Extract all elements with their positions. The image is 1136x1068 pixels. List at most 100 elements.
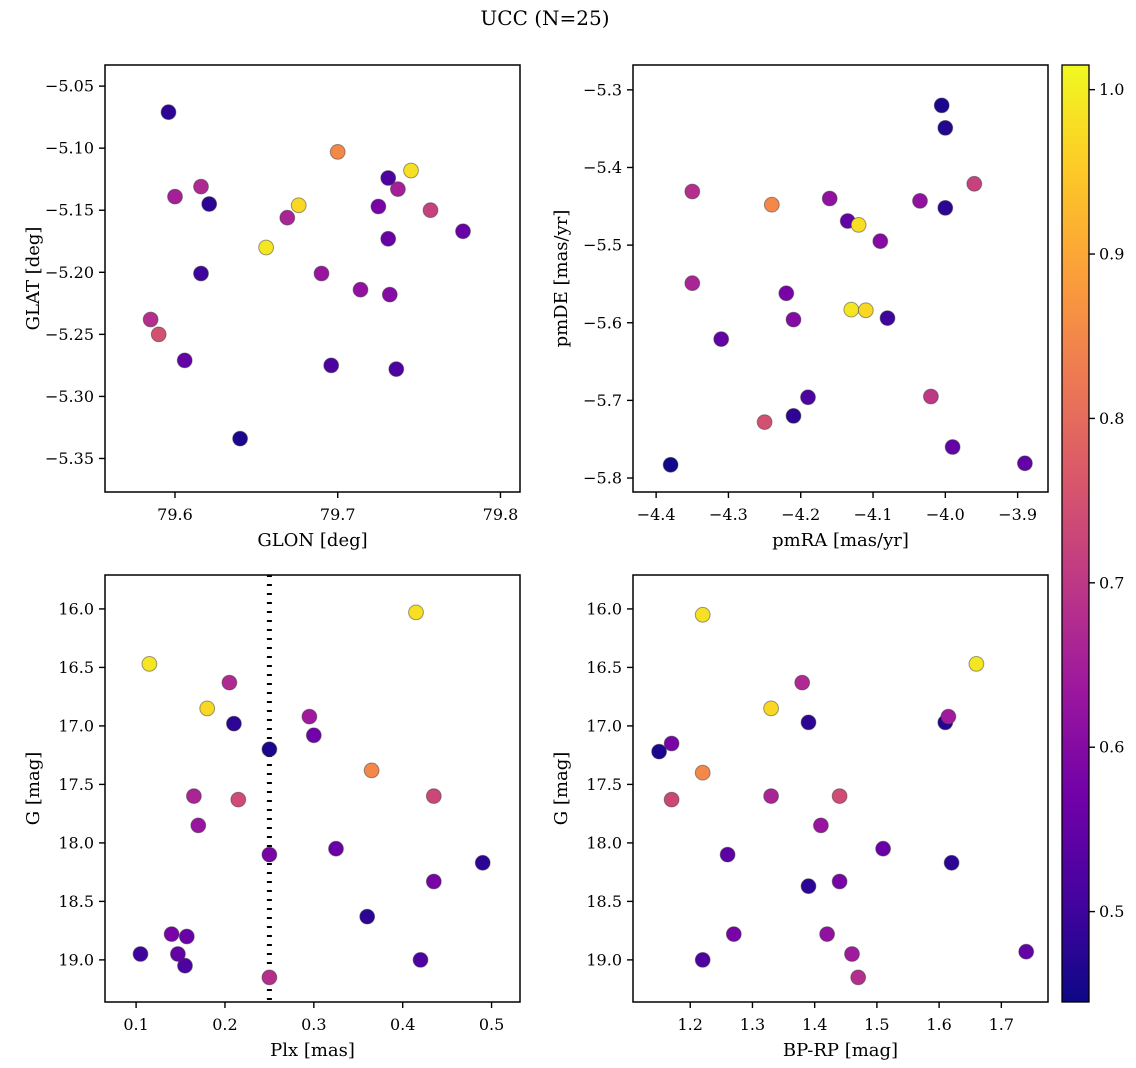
colorbar-tick-label: 0.9 (1099, 245, 1124, 264)
colorbar-gradient (1061, 64, 1090, 1003)
scatter-point (261, 846, 278, 863)
scatter-point (662, 456, 679, 473)
scatter-point (261, 969, 278, 986)
y-tick-label: 18.0 (586, 833, 622, 852)
scatter-point (912, 193, 928, 209)
x-tick-label: 0.2 (212, 1015, 237, 1034)
scatter-point (352, 281, 369, 298)
scatter-point (1018, 943, 1035, 960)
scatter-point (177, 957, 193, 974)
scatter-point (422, 202, 439, 219)
y-tick-label: 17.5 (586, 775, 622, 794)
scatter-point (763, 788, 779, 804)
scatter-point (719, 846, 736, 863)
scatter-point (381, 286, 398, 303)
y-tick-label: 18.5 (586, 892, 622, 911)
x-axis-label: BP-RP [mag] (783, 1040, 898, 1061)
scatter-point (301, 708, 318, 725)
scatter-point (408, 604, 424, 621)
axes-box (632, 574, 1049, 1003)
y-tick-label: 18.0 (58, 833, 94, 852)
panel-1: 79.6 79.7 79.8 −5.05 −5.10 −5.15 −5.20 −5.25 −5.… (23, 64, 521, 551)
scatter-point (141, 656, 158, 672)
y-tick-label: −5.8 (583, 469, 622, 488)
scatter-point (944, 439, 961, 455)
x-tick-label: 1.4 (802, 1015, 827, 1034)
scatter-point (142, 311, 159, 328)
y-tick-label: −5.15 (45, 201, 94, 220)
x-tick-label: −4.0 (926, 505, 965, 524)
scatter-point (850, 969, 867, 986)
colorbar-tick-label: 0.8 (1099, 409, 1124, 428)
axes-box (104, 574, 521, 1003)
scatter-point (694, 606, 711, 623)
scatter-point (966, 175, 983, 192)
y-tick-label: −5.05 (45, 77, 94, 96)
scatter-point (725, 926, 742, 942)
y-tick-label: −5.35 (45, 449, 94, 468)
axes-box (632, 64, 1049, 493)
scatter-point (201, 196, 218, 212)
scatter-point (875, 840, 891, 857)
scatter-point (370, 198, 387, 215)
scatter-point (455, 223, 471, 240)
y-tick-label: 18.5 (58, 892, 94, 911)
scatter-point (190, 817, 207, 834)
scatter-point (756, 414, 773, 431)
scatter-point (230, 791, 247, 808)
scatter-point (857, 302, 874, 319)
colorbar: 0.5 0.6 0.7 0.8 0.9 1.0 (1061, 64, 1124, 1003)
scatter-point (176, 352, 193, 369)
scatter-point (1017, 455, 1033, 472)
scatter-point (684, 275, 701, 292)
x-tick-label: −4.3 (709, 505, 748, 524)
scatter-point (359, 908, 376, 925)
scatter-point (132, 946, 149, 962)
x-tick-label: 0.4 (390, 1015, 415, 1034)
scatter-point (813, 817, 829, 834)
scatter-point (651, 743, 667, 760)
scatter-point (167, 188, 183, 205)
x-axis-label: GLON [deg] (257, 530, 367, 551)
scatter-point (800, 389, 816, 406)
y-axis-label: G [mag] (551, 752, 572, 825)
scatter-point (879, 310, 896, 327)
scatter-point (785, 311, 802, 328)
scatter-point (474, 854, 491, 871)
scatter-point (163, 926, 180, 942)
panel-3: 0.1 0.2 0.3 0.4 0.5 16.0 16.5 17.0 17.5 18.0 18.5 1… (23, 574, 521, 1061)
x-tick-label: 79.6 (157, 505, 193, 524)
scatter-point (663, 735, 680, 752)
scatter-point (170, 946, 186, 962)
scatter-point (221, 674, 238, 691)
scatter-point (279, 209, 296, 226)
x-tick-label: 0.1 (123, 1015, 148, 1034)
y-tick-label: −5.7 (583, 391, 622, 410)
scatter-point (937, 200, 954, 216)
x-tick-label: −4.4 (637, 505, 676, 524)
scatter-point (290, 197, 307, 214)
scatter-point (193, 178, 209, 195)
scatter-point (800, 714, 817, 731)
y-tick-label: 19.0 (58, 950, 94, 969)
y-tick-label: −5.5 (583, 236, 622, 255)
x-tick-label: 1.6 (926, 1015, 951, 1034)
scatter-point (199, 700, 216, 717)
colorbar-tick-label: 0.7 (1099, 573, 1124, 592)
scatter-point (940, 708, 957, 725)
scatter-point (831, 873, 848, 890)
scatter-point (694, 764, 711, 781)
x-tick-label: 79.7 (320, 505, 356, 524)
y-tick-label: −5.25 (45, 325, 94, 344)
scatter-point (933, 97, 950, 114)
colorbar-tick-label: 1.0 (1099, 80, 1124, 99)
y-axis-label: pmDE [mas/yr] (551, 210, 572, 348)
x-tick-label: 1.7 (989, 1015, 1014, 1034)
scatter-point (763, 196, 780, 213)
y-tick-label: −5.4 (583, 158, 622, 177)
y-tick-label: 16.5 (586, 658, 622, 677)
colorbar-tick-label: 0.6 (1099, 738, 1124, 757)
scatter-point (403, 162, 419, 179)
x-tick-label: −3.9 (998, 505, 1037, 524)
